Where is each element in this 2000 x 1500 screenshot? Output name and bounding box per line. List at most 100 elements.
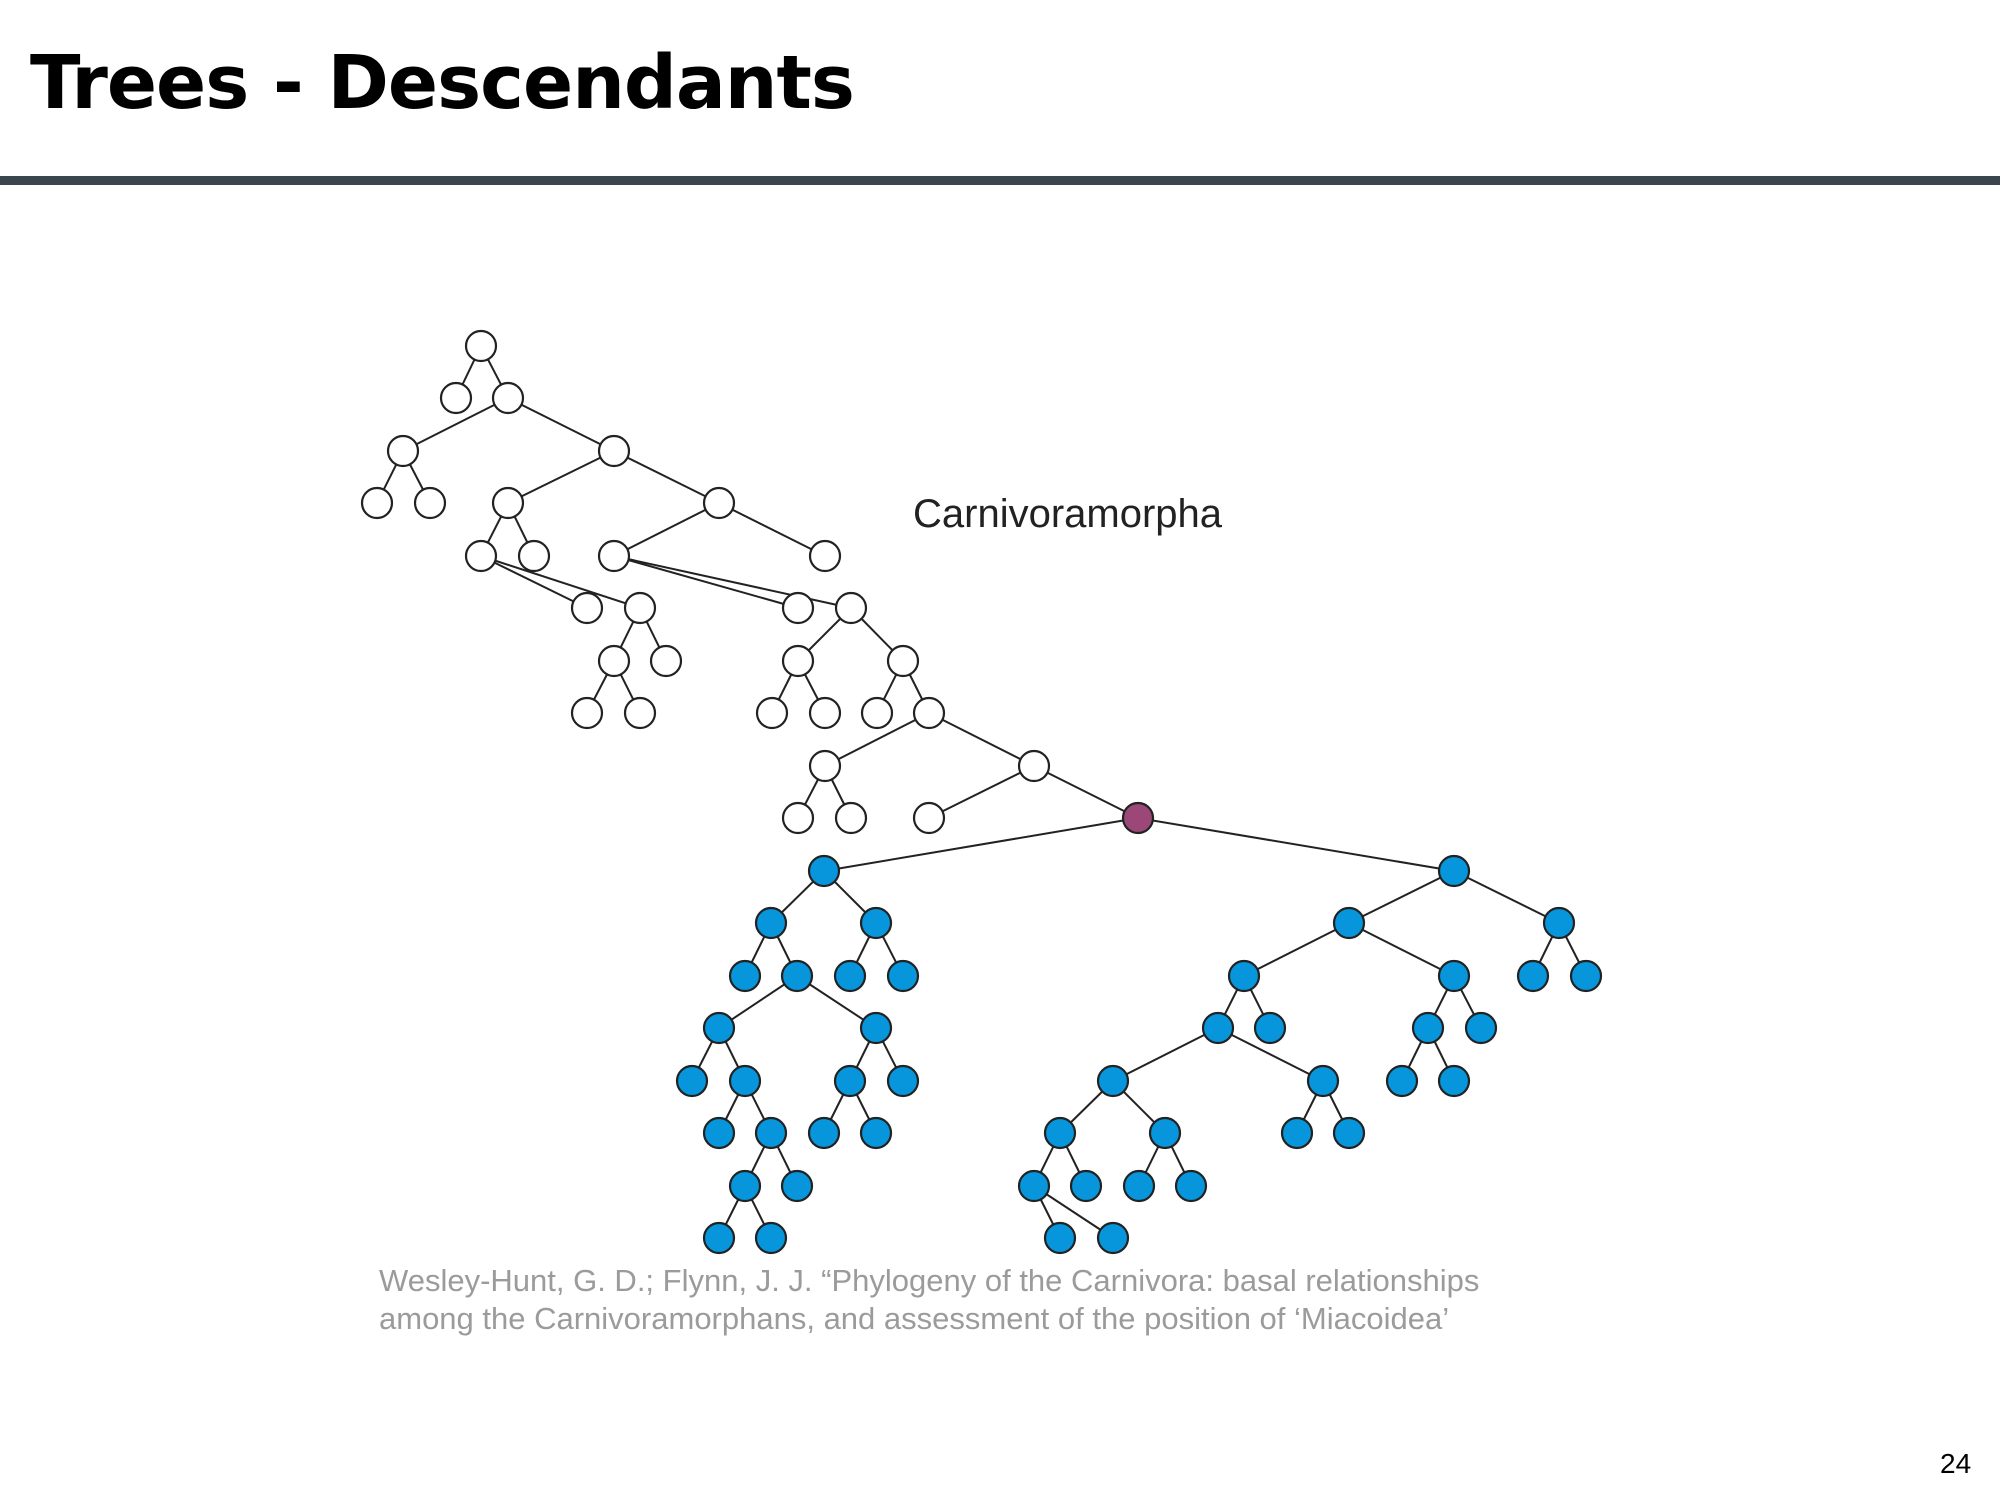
descendant-node [1227,959,1261,993]
descendant-node [780,1169,814,1203]
tree-edge [1217,1027,1324,1082]
tree-edge [928,765,1035,819]
descendant-node [859,906,893,940]
title-divider [0,176,2000,185]
tree-edge [1243,922,1350,977]
tree-edge [507,450,615,504]
ancestor-node [649,644,683,678]
slide-title: Trees - Descendants [30,40,855,126]
descendant-node [702,1011,736,1045]
descendant-node [859,1116,893,1150]
ancestor-node [517,539,551,573]
tree-edges [376,345,1587,1239]
descendant-node [1516,959,1550,993]
ancestor-node [360,486,394,520]
descendant-node [1069,1169,1103,1203]
descendant-node [886,1064,920,1098]
descendant-node [780,959,814,993]
descendant-node [833,1064,867,1098]
ancestor-node [597,539,631,573]
tree-edge [507,397,615,452]
ancestor-node [860,696,894,730]
citation-line-2: among the Carnivoramorphans, and assessm… [379,1301,1450,1336]
descendant-node [1385,1064,1419,1098]
descendant-node [833,959,867,993]
descendant-node [1122,1169,1156,1203]
descendant-node [1280,1116,1314,1150]
descendant-node [1096,1221,1130,1255]
descendant-node [702,1116,736,1150]
ancestor-node [834,801,868,835]
ancestor-node [781,644,815,678]
tree-edge [480,555,588,609]
citation-line-1: Wesley-Hunt, G. D.; Flynn, J. J. “Phylog… [379,1263,1480,1298]
descendant-node [754,1116,788,1150]
ancestor-node [491,381,525,415]
tree-edge [1137,817,1455,872]
descendant-node [1542,906,1576,940]
ancestor-node [1017,749,1051,783]
descendant-node [1253,1011,1287,1045]
ancestor-node [808,696,842,730]
ancestor-node [464,539,498,573]
descendant-node [1148,1116,1182,1150]
ancestor-node [808,539,842,573]
ancestor-node [386,434,420,468]
tree-edge [402,397,509,452]
tree-edge [613,555,799,609]
descendant-node [1043,1116,1077,1150]
ancestor-node [781,591,815,625]
tree-edge [823,817,1139,872]
descendant-node [728,959,762,993]
descendant-node [1174,1169,1208,1203]
descendant-node [1332,906,1366,940]
ancestor-node [702,486,736,520]
ancestor-node [413,486,447,520]
tree-edge [1348,870,1455,924]
descendant-node [1437,854,1471,888]
tree-edge [613,450,720,504]
ancestor-node [834,591,868,625]
descendant-node [728,1064,762,1098]
ancestor-node [808,749,842,783]
descendant-node [859,1011,893,1045]
descendant-node [1569,959,1603,993]
descendant-node [1306,1064,1340,1098]
ancestor-node [597,644,631,678]
descendant-node [1464,1011,1498,1045]
ancestor-node [623,591,657,625]
descendant-node [1437,1064,1471,1098]
tree-edge [1033,765,1139,819]
tree-nodes [360,329,1603,1255]
descendant-node [1096,1064,1130,1098]
carnivoramorpha-root-node [1121,801,1155,835]
ancestor-node [570,591,604,625]
tree-edge [1348,922,1455,977]
ancestor-node [439,381,473,415]
tree-edge [613,502,720,557]
descendant-node [1437,959,1471,993]
ancestor-node [491,486,525,520]
citation: Wesley-Hunt, G. D.; Flynn, J. J. “Phylog… [379,1262,1479,1338]
descendant-node [807,854,841,888]
ancestor-node [755,696,789,730]
tree-edge [824,712,930,767]
ancestor-node [464,329,498,363]
descendant-node [702,1221,736,1255]
descendant-node [754,1221,788,1255]
descendant-node [1043,1221,1077,1255]
ancestor-node [597,434,631,468]
ancestor-node [781,801,815,835]
descendant-node [1411,1011,1445,1045]
ancestor-node [623,696,657,730]
descendant-node [1332,1116,1366,1150]
clade-label: Carnivoramorpha [913,492,1223,536]
tree-edge [928,712,1035,767]
page-number: 24 [1940,1448,1972,1479]
ancestor-node [912,801,946,835]
descendant-node [1017,1169,1051,1203]
descendant-node [675,1064,709,1098]
descendant-node [807,1116,841,1150]
descendant-node [728,1169,762,1203]
